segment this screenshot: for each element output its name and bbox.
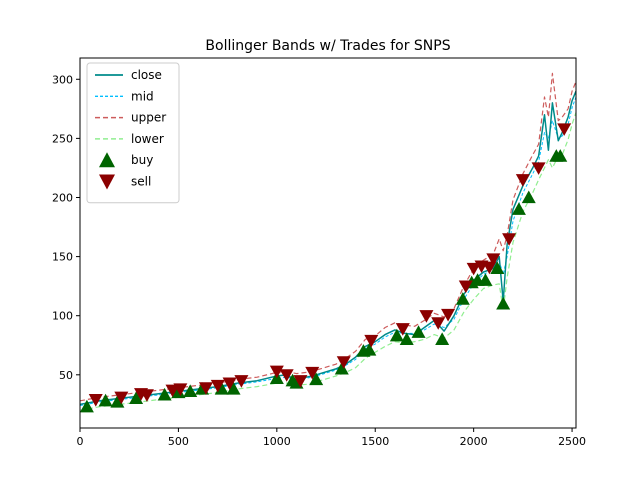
y-tick-label: 150 xyxy=(52,251,73,264)
legend-label-buy: buy xyxy=(131,153,153,167)
buy-marker xyxy=(129,391,144,405)
sell-marker xyxy=(139,389,154,402)
buy-marker xyxy=(496,296,511,310)
y-tick-label: 300 xyxy=(52,73,73,86)
sell-marker xyxy=(234,375,249,388)
legend-swatch-buy xyxy=(99,152,115,168)
sell-marker xyxy=(279,369,294,382)
x-tick-label: 500 xyxy=(168,435,189,448)
sell-marker xyxy=(441,308,456,322)
legend-swatch-sell xyxy=(99,174,115,190)
x-tick-label: 1000 xyxy=(263,435,291,448)
sell-marker xyxy=(466,262,481,276)
legend-label-sell: sell xyxy=(131,175,151,189)
buy-marker xyxy=(98,393,113,407)
chart-title: Bollinger Bands w/ Trades for SNPS xyxy=(205,38,450,54)
x-tick-label: 1500 xyxy=(361,435,389,448)
buy-marker xyxy=(553,149,568,162)
plot-frame xyxy=(79,57,577,429)
buy-marker xyxy=(389,328,404,342)
buy-marker xyxy=(511,202,526,215)
buy-marker xyxy=(226,381,241,395)
x-tick-label: 0 xyxy=(77,435,84,448)
sell-marker xyxy=(502,233,517,246)
buy-marker xyxy=(362,342,377,356)
buy-marker xyxy=(110,394,125,408)
legend-frame xyxy=(86,62,180,204)
sell-marker xyxy=(431,317,446,330)
legend-label-close: close xyxy=(131,68,162,82)
sell-marker xyxy=(269,365,284,379)
sell-marker xyxy=(557,123,572,136)
buy-marker xyxy=(183,384,198,397)
legend-entry-close: close xyxy=(95,68,162,82)
y-tick-label: 50 xyxy=(59,369,73,382)
legend-entry-buy: buy xyxy=(99,152,153,168)
buy-marker xyxy=(399,332,414,345)
buy-marker xyxy=(334,361,349,375)
legend-entry-sell: sell xyxy=(99,174,151,190)
x-tick-label: 2000 xyxy=(460,435,488,448)
sell-marker xyxy=(419,310,434,323)
sell-marker xyxy=(88,394,103,407)
y-tick-label: 100 xyxy=(52,310,73,323)
buy-marker xyxy=(435,332,450,345)
buy-marker xyxy=(79,399,94,413)
plot-area xyxy=(79,57,577,429)
buy-marker xyxy=(490,261,505,275)
sell-marker xyxy=(531,162,546,175)
sell-marker xyxy=(486,253,501,266)
buy-marker xyxy=(309,372,324,386)
legend-entry-lower: lower xyxy=(95,132,164,146)
y-tick-label: 200 xyxy=(52,191,73,204)
sell-marker xyxy=(222,377,237,391)
buy-marker xyxy=(521,190,536,204)
legend: close mid upper lower buy sell xyxy=(86,62,180,204)
sell-marker xyxy=(458,280,473,294)
sell-marker xyxy=(114,391,129,405)
sell-marker xyxy=(305,366,320,380)
legend-label-lower: lower xyxy=(131,132,164,146)
sell-marker xyxy=(293,375,308,388)
sell-marker xyxy=(515,174,530,187)
y-axis: 50 100 150 200 250 300 xyxy=(52,73,80,382)
sell-marker xyxy=(173,383,188,396)
x-axis: 0 500 1000 1500 2000 2500 xyxy=(77,428,586,448)
legend-entry-upper: upper xyxy=(95,111,166,125)
sell-marker xyxy=(210,379,225,393)
sell-marker xyxy=(336,356,351,369)
buy-marker xyxy=(411,325,426,338)
sell-marker xyxy=(395,323,410,336)
legend-label-mid: mid xyxy=(131,89,154,103)
legend-label-upper: upper xyxy=(131,111,166,125)
y-tick-label: 250 xyxy=(52,132,73,145)
sell-marker xyxy=(364,334,379,348)
legend-entry-mid: mid xyxy=(95,89,154,103)
buy-marker xyxy=(478,273,493,286)
x-tick-label: 2500 xyxy=(558,435,586,448)
trade-markers xyxy=(79,123,572,413)
sell-marker xyxy=(198,382,213,395)
buy-marker xyxy=(455,292,470,305)
buy-marker xyxy=(157,387,172,401)
